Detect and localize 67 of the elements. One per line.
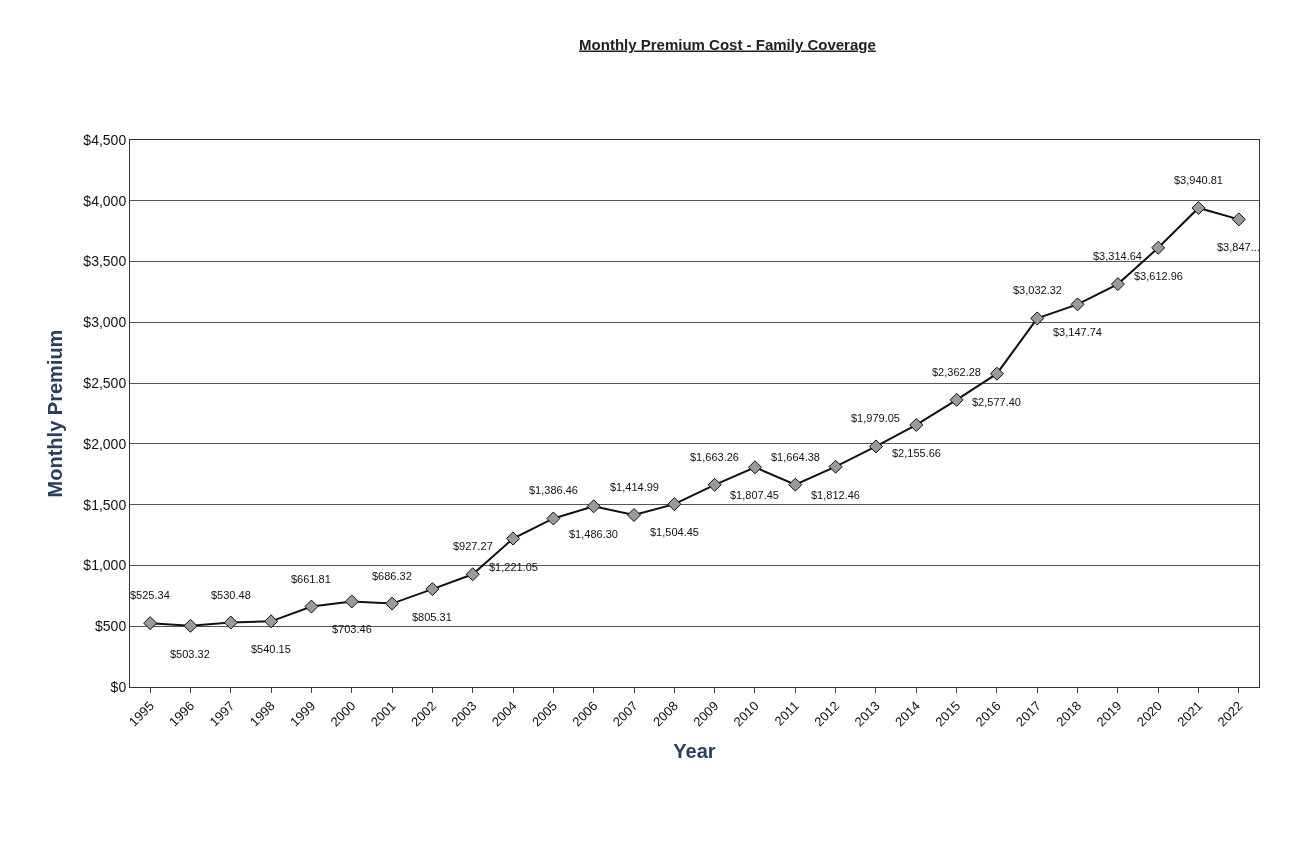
data-label: $1,979.05 bbox=[851, 412, 900, 424]
point bbox=[1070, 297, 1085, 312]
data-label: $530.48 bbox=[211, 589, 251, 601]
point bbox=[1030, 311, 1045, 326]
data-label: $1,414.99 bbox=[610, 481, 659, 493]
data-label: $3,940.81 bbox=[1174, 174, 1223, 186]
x-axis-title: Year bbox=[673, 739, 716, 762]
point bbox=[949, 392, 964, 407]
data-label: $3,147.74 bbox=[1053, 326, 1102, 338]
data-label: $1,386.46 bbox=[529, 484, 578, 496]
point bbox=[747, 460, 762, 475]
data-label: $2,577.40 bbox=[972, 396, 1021, 408]
y-tick-label: $4,500 bbox=[83, 131, 127, 148]
data-label: $1,807.45 bbox=[730, 489, 779, 501]
data-label: $503.32 bbox=[170, 648, 210, 660]
y-tick-label: $1,500 bbox=[83, 496, 127, 513]
point bbox=[425, 582, 440, 597]
data-label: $525.34 bbox=[130, 589, 170, 601]
point bbox=[1191, 200, 1206, 215]
point bbox=[506, 531, 521, 546]
point bbox=[143, 616, 158, 631]
data-label: $805.31 bbox=[412, 611, 452, 623]
y-tick-label: $2,500 bbox=[83, 375, 127, 392]
y-tick-label: $4,000 bbox=[83, 192, 127, 209]
point bbox=[627, 508, 642, 522]
data-label: $3,612.96 bbox=[1134, 270, 1183, 282]
point bbox=[667, 497, 682, 512]
point bbox=[264, 614, 279, 629]
data-label: $3,032.32 bbox=[1013, 284, 1062, 296]
point bbox=[868, 439, 883, 454]
data-label: $1,486.30 bbox=[569, 528, 618, 540]
data-label: $540.15 bbox=[251, 643, 291, 655]
data-label: $3,314.64 bbox=[1093, 250, 1142, 262]
point bbox=[183, 618, 198, 633]
point bbox=[989, 366, 1004, 381]
data-label: $2,362.28 bbox=[932, 366, 981, 378]
data-label: $1,663.26 bbox=[690, 451, 739, 463]
point bbox=[546, 511, 561, 526]
y-tick-label: $1,000 bbox=[83, 557, 127, 574]
point bbox=[828, 459, 843, 474]
chart-title: Monthly Premium Cost - Family Coverage bbox=[579, 35, 876, 53]
point bbox=[788, 477, 803, 492]
point bbox=[223, 615, 238, 630]
y-tick-label: $2,000 bbox=[83, 435, 127, 452]
point bbox=[1151, 240, 1166, 255]
data-label: $2,155.66 bbox=[892, 447, 941, 459]
point bbox=[909, 417, 924, 432]
data-label: $1,812.46 bbox=[811, 489, 860, 501]
data-label: $3,847... bbox=[1217, 241, 1260, 253]
data-label: $1,504.45 bbox=[650, 526, 699, 538]
y-tick-label: $500 bbox=[95, 618, 127, 635]
y-tick-label: $0 bbox=[110, 678, 127, 695]
data-label: $686.32 bbox=[372, 570, 412, 582]
point bbox=[1110, 277, 1125, 292]
point bbox=[385, 596, 400, 611]
point bbox=[304, 599, 319, 614]
point bbox=[465, 567, 480, 582]
point bbox=[707, 477, 722, 492]
point bbox=[344, 594, 359, 609]
y-tick-label: $3,000 bbox=[83, 314, 127, 331]
point bbox=[1231, 212, 1246, 227]
data-label: $1,664.38 bbox=[771, 451, 820, 463]
data-label: $927.27 bbox=[453, 540, 493, 552]
y-tick-label: $3,500 bbox=[83, 253, 127, 270]
data-label: $661.81 bbox=[291, 573, 331, 585]
y-axis-title: Monthly Premium bbox=[43, 329, 66, 498]
point bbox=[586, 499, 601, 514]
